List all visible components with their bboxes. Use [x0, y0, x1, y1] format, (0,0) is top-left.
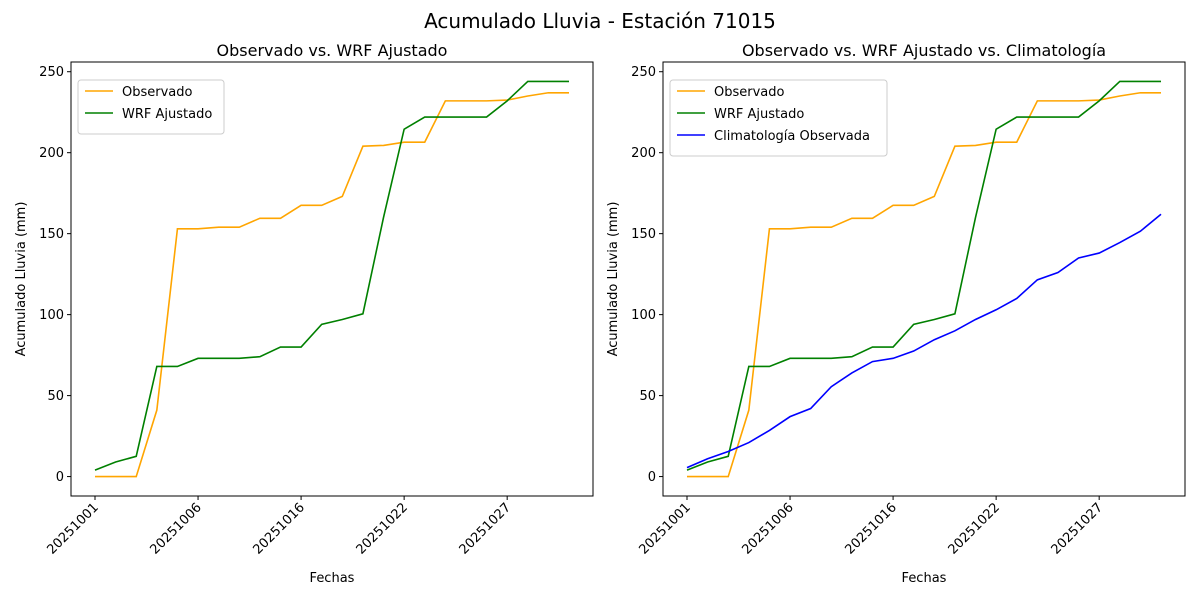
x-tick-label: 20251027 [1049, 500, 1106, 557]
y-tick-label: 200 [39, 146, 64, 161]
y-axis-label: Acumulado Lluvia (mm) [606, 202, 621, 357]
legend-label: Climatología Observada [714, 129, 870, 144]
series-line-wrf-ajustado [94, 80, 569, 471]
legend: Observado WRF Ajustado Climatología Observ… [669, 79, 888, 157]
x-axis-label: Fechas [310, 571, 355, 586]
legend-label: WRF Ajustado [122, 107, 212, 122]
subplot-1: Observado vs. WRF Ajustado 0 50 100 150 200 25… [14, 41, 594, 586]
series-line-observado [687, 91, 1161, 478]
legend: Observado WRF Ajustado [77, 79, 225, 135]
x-tick-label: 20251006 [147, 500, 204, 557]
x-tick-label: 20251022 [946, 500, 1003, 557]
x-tick-label: 20251001 [636, 500, 693, 557]
y-axis-label: Acumulado Lluvia (mm) [14, 202, 29, 357]
series-line-observado [95, 91, 569, 478]
x-tick-label: 20251027 [457, 500, 514, 557]
y-tick-label: 50 [639, 389, 656, 404]
y-tick-label: 150 [39, 227, 64, 242]
legend-label: Observado [714, 85, 785, 100]
subplot-2: Observado vs. WRF Ajustado vs. Climatolo… [606, 41, 1186, 586]
series-line-climatolog-a-observada [686, 213, 1162, 469]
x-tick-label: 20251016 [843, 500, 900, 557]
axes-frame [662, 61, 1186, 497]
legend-label: WRF Ajustado [714, 107, 804, 122]
figure-title: Acumulado Lluvia - Estación 71015 [424, 9, 776, 33]
axes-frame [70, 61, 594, 497]
subplot-title: Observado vs. WRF Ajustado vs. Climatolo… [742, 41, 1106, 60]
y-tick-label: 100 [39, 308, 64, 323]
x-tick-label: 20251016 [251, 500, 308, 557]
x-tick-label: 20251022 [354, 500, 411, 557]
y-tick-label: 100 [631, 308, 656, 323]
y-tick-label: 0 [56, 470, 64, 485]
y-tick-label: 250 [39, 65, 64, 80]
y-tick-label: 200 [631, 146, 656, 161]
x-tick-label: 20251001 [44, 500, 101, 557]
y-tick-label: 250 [631, 65, 656, 80]
y-tick-label: 50 [47, 389, 64, 404]
x-tick-label: 20251006 [739, 500, 796, 557]
series-line-wrf-ajustado [686, 80, 1161, 471]
legend-label: Observado [122, 85, 193, 100]
y-tick-label: 150 [631, 227, 656, 242]
subplot-title: Observado vs. WRF Ajustado [217, 41, 448, 60]
y-tick-label: 0 [648, 470, 656, 485]
x-axis-label: Fechas [902, 571, 947, 586]
